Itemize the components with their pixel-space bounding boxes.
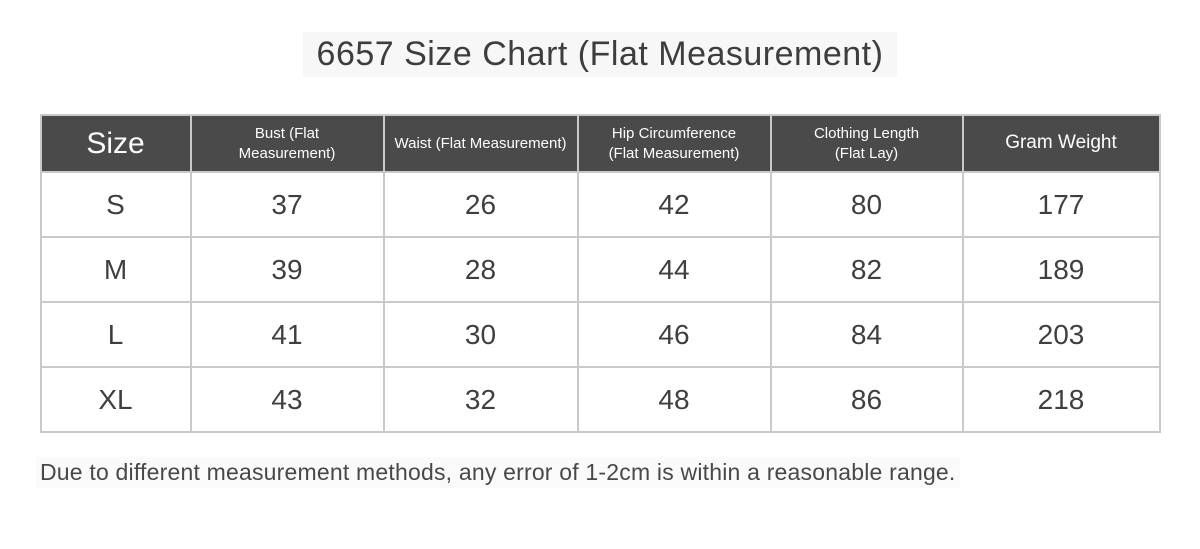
- header-row: Size Bust (Flat Measurement) Waist (Flat…: [39, 114, 1161, 173]
- column-header-size: Size: [39, 114, 192, 173]
- size-label-cell: S: [39, 171, 192, 238]
- table-row-size-l: L 41 30 46 84 203: [39, 301, 1161, 368]
- title-row: 6657 Size Chart (Flat Measurement): [0, 0, 1200, 77]
- column-header-hip: Hip Circumference (Flat Measurement): [576, 114, 772, 173]
- length-value-cell: 84: [769, 301, 964, 368]
- page-title: 6657 Size Chart (Flat Measurement): [302, 32, 898, 77]
- column-header-waist: Waist (Flat Measurement): [382, 114, 579, 173]
- measurement-disclaimer: Due to different measurement methods, an…: [36, 457, 960, 488]
- size-label-cell: L: [39, 301, 192, 368]
- table-header: Size Bust (Flat Measurement) Waist (Flat…: [39, 114, 1161, 173]
- waist-value-cell: 32: [382, 366, 579, 433]
- length-value-cell: 80: [769, 171, 964, 238]
- bust-value-cell: 43: [189, 366, 385, 433]
- bust-value-cell: 37: [189, 171, 385, 238]
- table-row-size-xl: XL 43 32 48 86 218: [39, 366, 1161, 433]
- length-value-cell: 82: [769, 236, 964, 303]
- hip-value-cell: 48: [576, 366, 772, 433]
- table-row-size-s: S 37 26 42 80 177: [39, 171, 1161, 238]
- size-label-cell: XL: [39, 366, 192, 433]
- hip-value-cell: 44: [576, 236, 772, 303]
- table-body: S 37 26 42 80 177 M 39 28 44 82 189 L 41…: [39, 171, 1161, 433]
- bust-value-cell: 41: [189, 301, 385, 368]
- column-header-gram-weight: Gram Weight: [961, 114, 1161, 173]
- note-row: Due to different measurement methods, an…: [36, 457, 1200, 488]
- column-header-clothing-length: Clothing Length (Flat Lay): [769, 114, 964, 173]
- weight-value-cell: 218: [961, 366, 1161, 433]
- waist-value-cell: 30: [382, 301, 579, 368]
- weight-value-cell: 203: [961, 301, 1161, 368]
- waist-value-cell: 28: [382, 236, 579, 303]
- waist-value-cell: 26: [382, 171, 579, 238]
- size-chart-table: Size Bust (Flat Measurement) Waist (Flat…: [39, 114, 1161, 433]
- column-header-bust: Bust (Flat Measurement): [189, 114, 385, 173]
- bust-value-cell: 39: [189, 236, 385, 303]
- weight-value-cell: 189: [961, 236, 1161, 303]
- table-row-size-m: M 39 28 44 82 189: [39, 236, 1161, 303]
- hip-value-cell: 42: [576, 171, 772, 238]
- hip-value-cell: 46: [576, 301, 772, 368]
- length-value-cell: 86: [769, 366, 964, 433]
- size-label-cell: M: [39, 236, 192, 303]
- weight-value-cell: 177: [961, 171, 1161, 238]
